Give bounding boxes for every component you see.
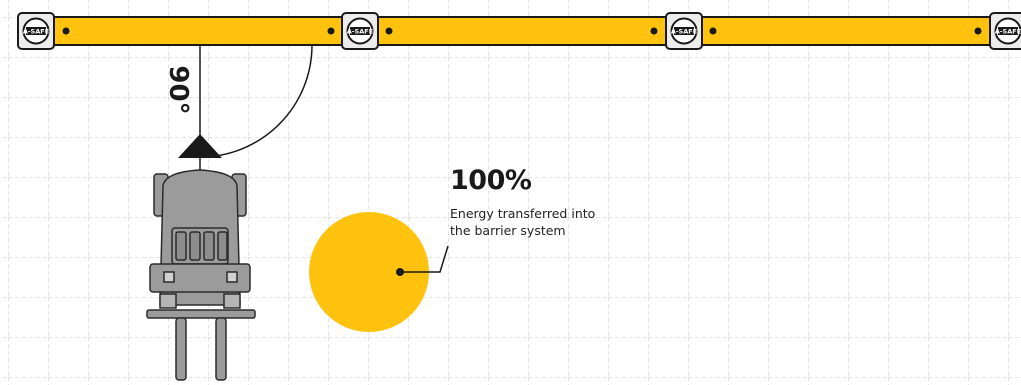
barrier-rail xyxy=(700,16,992,46)
energy-percentage: 100% xyxy=(450,165,532,196)
post-logo-text: A-SAFE xyxy=(671,28,697,36)
rail-bolt xyxy=(974,27,982,35)
forklift-icon xyxy=(146,169,256,381)
rail-bolt xyxy=(327,27,335,35)
barrier-rail xyxy=(53,16,345,46)
barrier-post-icon: A-SAFE xyxy=(341,12,379,50)
direction-arrow-icon xyxy=(178,134,222,158)
barrier-post-icon: A-SAFE xyxy=(17,12,55,50)
barrier-post-icon: A-SAFE xyxy=(989,12,1021,50)
rail-bolt xyxy=(650,27,658,35)
barrier-rail xyxy=(376,16,667,46)
energy-caption-line1: Energy transferred into xyxy=(450,206,596,221)
rail-bolt xyxy=(385,27,393,35)
post-logo-text: A-SAFE xyxy=(995,28,1021,36)
impact-angle-label: 90° xyxy=(163,65,193,115)
energy-caption: Energy transferred into the barrier syst… xyxy=(450,205,620,239)
post-logo-text: A-SAFE xyxy=(23,28,49,36)
rail-bolt xyxy=(62,27,70,35)
energy-impact-circle xyxy=(309,212,429,332)
leader-line xyxy=(400,245,449,273)
energy-caption-line2: the barrier system xyxy=(450,223,566,238)
barrier-post-icon: A-SAFE xyxy=(665,12,703,50)
barrier-rails xyxy=(53,16,992,46)
post-logo-text: A-SAFE xyxy=(347,28,373,36)
angle-arc xyxy=(199,44,313,158)
rail-bolt xyxy=(709,27,717,35)
